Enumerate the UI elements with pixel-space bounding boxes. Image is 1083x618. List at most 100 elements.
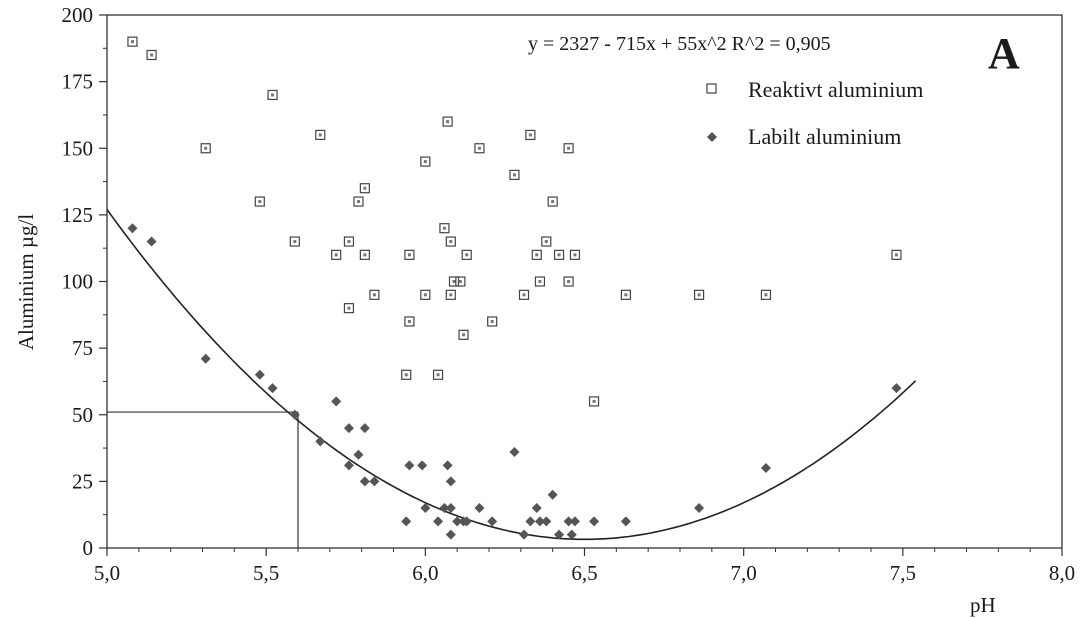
reaktivt-point <box>563 143 574 154</box>
reaktivt-point-dot <box>528 133 532 137</box>
reaktivt-point-dot <box>407 319 411 323</box>
reaktivt-point <box>404 249 415 260</box>
labilt-point <box>461 516 472 527</box>
reaktivt-point <box>445 289 456 300</box>
labilt-point <box>694 503 705 514</box>
reaktivt-point <box>891 249 902 260</box>
labilt-point <box>547 489 558 500</box>
reaktivt-point <box>693 289 705 300</box>
reaktivt-point-dot <box>293 240 297 244</box>
labilt-point <box>445 503 456 514</box>
labilt-point <box>589 516 600 527</box>
reaktivt-point-dot <box>462 333 466 337</box>
y-tick-label: 150 <box>62 136 94 160</box>
reaktivt-point-dot <box>535 253 539 257</box>
reaktivt-point-dot <box>894 253 898 257</box>
reaktivt-point-dot <box>592 399 596 403</box>
reaktivt-point <box>420 156 431 167</box>
reaktivt-point <box>563 276 574 287</box>
reaktivt-point-dot <box>490 319 494 323</box>
reaktivt-point-dot <box>356 200 360 204</box>
reaktivt-point-dot <box>449 240 453 244</box>
legend: Reaktivt aluminium Labilt aluminium <box>706 77 923 149</box>
labilt-point <box>420 503 431 514</box>
reaktivt-point-dot <box>404 373 408 377</box>
reaktivt-point <box>146 49 157 61</box>
y-tick-label: 100 <box>62 270 94 294</box>
labilt-point <box>442 460 453 471</box>
labilt-point <box>474 503 485 514</box>
reaktivt-point-dot <box>557 253 561 257</box>
x-tick-label: 7,5 <box>890 561 916 585</box>
reaktivt-point-dot <box>465 253 469 257</box>
reaktivt-point <box>534 276 546 287</box>
reaktivt-point-dot <box>318 133 322 137</box>
reaktivt-point <box>331 249 342 260</box>
labilt-point <box>254 369 265 380</box>
labilt-point <box>359 476 370 487</box>
reaktivt-point-dot <box>130 40 134 44</box>
trendline <box>106 209 917 541</box>
labilt-point <box>541 516 552 527</box>
reaktivt-point-dot <box>764 293 768 297</box>
reaktivt-point-dot <box>452 280 456 283</box>
labilt-point <box>569 516 580 527</box>
reaktivt-point-dot <box>363 186 367 190</box>
x-tick-label: 5,0 <box>94 561 120 585</box>
reaktivt-point <box>487 316 498 327</box>
y-axis-title: Aluminium µg/l <box>14 214 38 351</box>
reaktivt-point-dot <box>271 93 275 97</box>
labilt-point <box>563 516 574 527</box>
reaktivt-point-dot <box>150 53 154 57</box>
labilt-point <box>534 516 545 527</box>
equation-label: y = 2327 - 715x + 55x^2 R^2 = 0,905 <box>528 33 831 55</box>
reaktivt-point <box>439 223 450 234</box>
x-tick-label: 7,0 <box>731 561 757 585</box>
reaktivt-point <box>509 169 520 180</box>
reaktivt-point-dot <box>334 253 338 257</box>
labilt-point <box>566 529 577 540</box>
reaktivt-point-dot <box>347 240 351 244</box>
y-tick-label: 0 <box>83 536 94 560</box>
y-tick-label: 50 <box>72 403 93 427</box>
labilt-point <box>452 516 463 527</box>
labilt-point <box>433 516 444 527</box>
reaktivt-point-dot <box>458 280 462 283</box>
labilt-point <box>289 409 300 420</box>
reaktivt-point <box>420 289 431 300</box>
legend-label-labilt: Labilt aluminium <box>748 124 901 149</box>
labilt-point <box>353 449 364 460</box>
reaktivt-point <box>455 276 466 287</box>
reaktivt-point-dot <box>423 293 427 297</box>
legend-label-reaktivt: Reaktivt aluminium <box>748 77 923 102</box>
reaktivt-point <box>442 116 453 127</box>
labilt-point <box>369 476 380 487</box>
reaktivt-point <box>200 143 211 154</box>
reaktivt-point-dot <box>522 293 526 297</box>
reaktivt-point-dot <box>512 173 516 177</box>
reaktivt-point-dot <box>442 226 446 230</box>
reaktivt-point <box>404 316 415 327</box>
labilt-point <box>200 353 211 364</box>
reaktivt-point <box>369 289 380 300</box>
reaktivt-point <box>315 129 326 141</box>
reaktivt-point <box>353 196 364 207</box>
reaktivt-point-dot <box>204 146 208 150</box>
reaktivt-point <box>588 396 600 407</box>
reaktivt-point <box>553 249 565 260</box>
reaktivt-point <box>620 289 631 300</box>
reaktivt-point-dot <box>407 253 411 257</box>
x-axis-title: pH <box>970 593 996 617</box>
y-tick-label: 125 <box>62 203 94 227</box>
reaktivt-point-dot <box>446 120 450 124</box>
x-tick-label: 6,0 <box>412 561 438 585</box>
labilt-point <box>359 423 370 434</box>
reaktivt-point-dot <box>624 293 628 297</box>
reaktivt-point <box>254 196 265 207</box>
labilt-point <box>620 516 631 527</box>
reaktivt-point <box>401 369 412 380</box>
legend-marker-reaktivt <box>706 83 717 94</box>
reaktivt-point <box>541 236 552 247</box>
